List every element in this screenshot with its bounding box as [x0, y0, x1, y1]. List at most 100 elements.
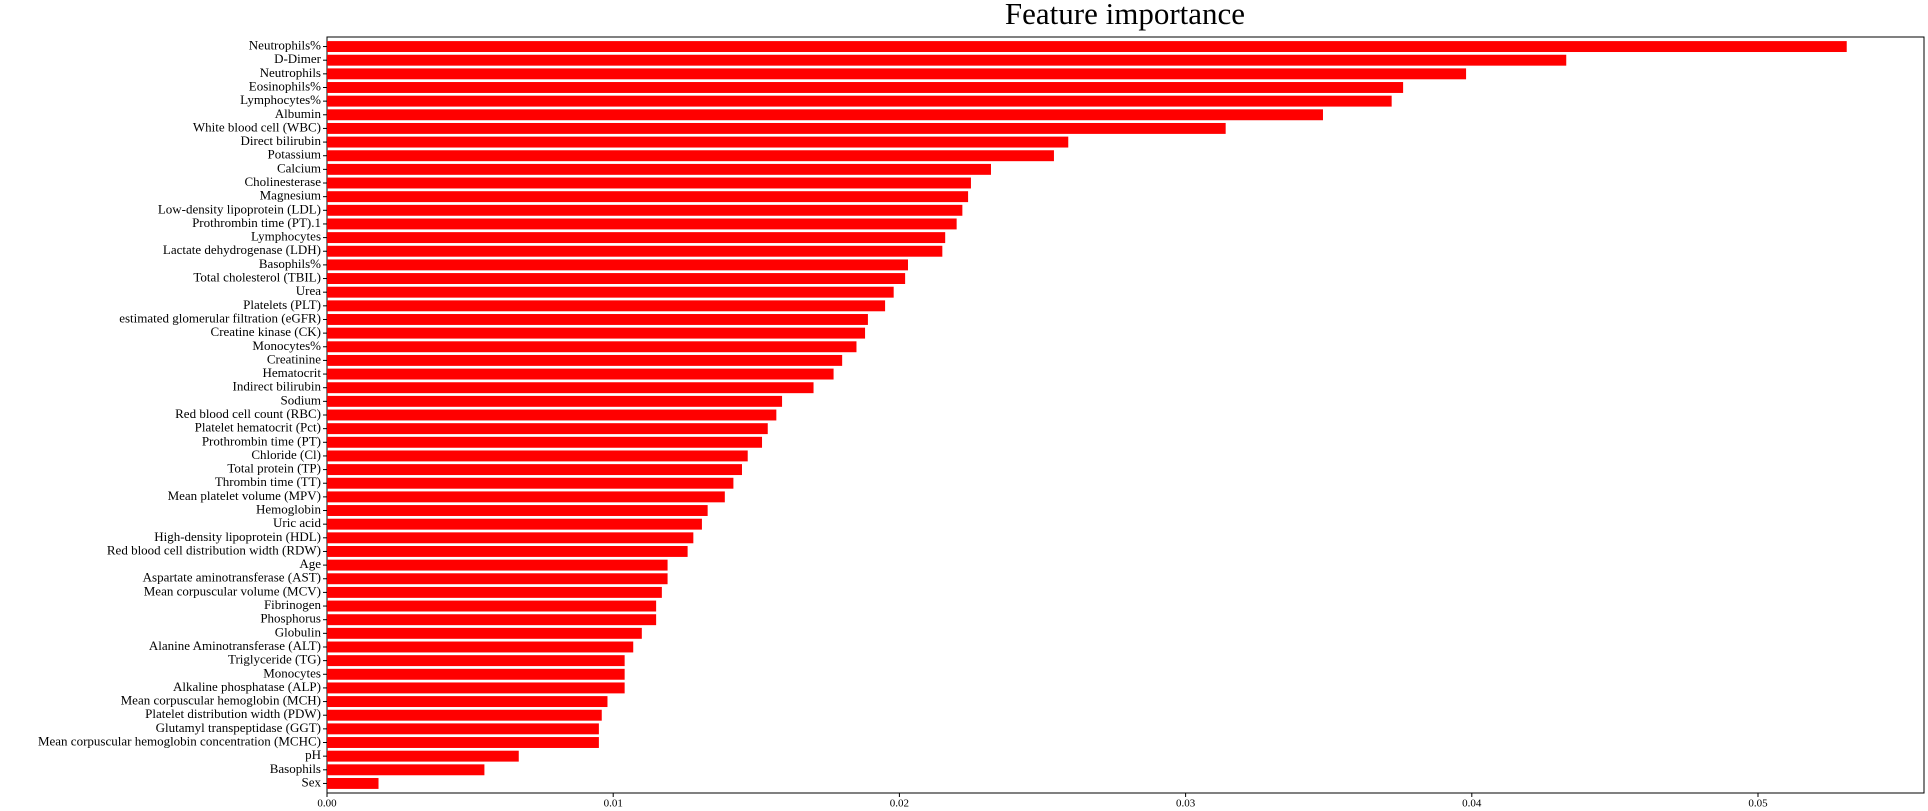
- bar: [327, 450, 748, 462]
- y-tick-label: Thrombin time (TT): [215, 474, 321, 489]
- bar: [327, 259, 908, 271]
- y-tick-label: Basophils%: [259, 256, 321, 271]
- bar: [327, 95, 1392, 107]
- y-tick-label: Red blood cell distribution width (RDW): [107, 542, 321, 557]
- x-tick-label: 0.02: [890, 798, 909, 810]
- bar: [327, 668, 625, 680]
- y-tick-label: White blood cell (WBC): [193, 119, 321, 134]
- bar: [327, 423, 768, 435]
- y-tick-label: Mean corpuscular hemoglobin concentratio…: [38, 733, 321, 748]
- bar: [327, 273, 906, 284]
- bar: [327, 559, 668, 571]
- bar: [327, 682, 625, 694]
- y-tick-label: Hemoglobin: [256, 502, 321, 517]
- y-tick-label: Age: [299, 556, 321, 571]
- y-tick-label: Alanine Aminotransferase (ALT): [149, 638, 321, 653]
- y-tick-label: Chloride (Cl): [251, 447, 321, 462]
- bar: [327, 436, 763, 448]
- y-tick-label: Fibrinogen: [264, 597, 322, 612]
- y-tick-label: D-Dimer: [274, 51, 322, 66]
- y-tick-label: Aspartate aminotransferase (AST): [143, 570, 321, 585]
- bar: [327, 764, 485, 776]
- bar: [327, 68, 1467, 80]
- bar: [327, 136, 1069, 148]
- y-tick-label: Lymphocytes%: [240, 92, 321, 107]
- y-tick-label: Platelets (PLT): [243, 297, 321, 312]
- y-tick-label: Low-density lipoprotein (LDL): [158, 201, 321, 216]
- y-tick-label: Cholinesterase: [244, 174, 321, 189]
- y-tick-label: High-density lipoprotein (HDL): [154, 529, 321, 544]
- y-tick-label: Monocytes: [263, 665, 321, 680]
- bar: [327, 204, 963, 216]
- y-tick-label: Indirect bilirubin: [233, 379, 322, 394]
- bar: [327, 614, 657, 626]
- y-tick-label: Platelet hematocrit (Pct): [195, 420, 321, 435]
- bar: [327, 286, 894, 298]
- bar: [327, 232, 946, 244]
- bar: [327, 163, 991, 175]
- y-tick-label: Mean corpuscular volume (MCV): [144, 583, 321, 598]
- y-tick-label: Neutrophils%: [249, 38, 321, 53]
- bar: [327, 777, 379, 789]
- x-tick-label: 0.03: [1176, 798, 1196, 810]
- bar: [327, 150, 1054, 162]
- y-tick-label: Direct bilirubin: [240, 133, 321, 148]
- bar: [327, 477, 734, 489]
- y-tick-label: Uric acid: [273, 515, 322, 530]
- bar: [327, 191, 969, 203]
- y-tick-label: pH: [305, 747, 321, 762]
- bar: [327, 723, 599, 735]
- y-tick-label: Phosphorus: [260, 611, 321, 626]
- y-tick-label: Hematocrit: [263, 365, 322, 380]
- y-tick-label: Sex: [302, 774, 322, 789]
- x-tick-label: 0.04: [1462, 798, 1482, 810]
- bar: [327, 122, 1226, 134]
- bar: [327, 518, 702, 530]
- bar: [327, 409, 777, 421]
- bar: [327, 382, 814, 394]
- bar: [327, 368, 834, 380]
- bar: [327, 750, 519, 762]
- y-tick-label: Prothrombin time (PT): [202, 433, 321, 448]
- bar: [327, 82, 1404, 93]
- y-tick-label: estimated glomerular filtration (eGFR): [119, 310, 321, 325]
- y-tick-label: Magnesium: [260, 188, 321, 203]
- y-tick-label: Sodium: [281, 392, 321, 407]
- y-tick-label: Total protein (TP): [227, 461, 321, 476]
- y-tick-label: Lactate dehydrogenase (LDH): [163, 242, 321, 257]
- bar: [327, 41, 1847, 53]
- y-tick-label: Neutrophils: [260, 65, 321, 80]
- y-tick-label: Potassium: [268, 147, 321, 162]
- bar: [327, 600, 657, 612]
- y-tick-label: Mean corpuscular hemoglobin (MCH): [121, 693, 321, 708]
- bar: [327, 54, 1567, 66]
- chart-title: Feature importance: [1005, 0, 1245, 31]
- y-tick-label: Calcium: [277, 160, 321, 175]
- x-tick-label: 0.00: [317, 798, 337, 810]
- bar: [327, 655, 625, 667]
- y-tick-label: Basophils: [270, 761, 321, 776]
- bar: [327, 491, 725, 503]
- y-tick-label: Red blood cell count (RBC): [175, 406, 321, 421]
- y-tick-label: Alkaline phosphatase (ALP): [173, 679, 321, 694]
- bar: [327, 395, 783, 407]
- y-tick-label: Mean platelet volume (MPV): [168, 488, 321, 503]
- bar: [327, 354, 843, 366]
- y-tick-label: Prothrombin time (PT).1: [192, 215, 321, 230]
- bar: [327, 341, 857, 353]
- bar: [327, 245, 943, 257]
- bar: [327, 641, 634, 653]
- y-tick-label: Monocytes%: [252, 338, 321, 353]
- bar: [327, 464, 742, 476]
- bar: [327, 218, 957, 230]
- x-tick-label: 0.01: [604, 798, 623, 810]
- y-tick-label: Urea: [296, 283, 321, 298]
- y-tick-label: Creatine kinase (CK): [211, 324, 321, 339]
- bar: [327, 327, 866, 339]
- y-tick-label: Eosinophils%: [249, 78, 321, 93]
- y-tick-label: Triglyceride (TG): [228, 652, 321, 667]
- bar: [327, 532, 694, 544]
- bar: [327, 709, 602, 721]
- y-tick-label: Glutamyl transpeptidase (GGT): [156, 720, 321, 735]
